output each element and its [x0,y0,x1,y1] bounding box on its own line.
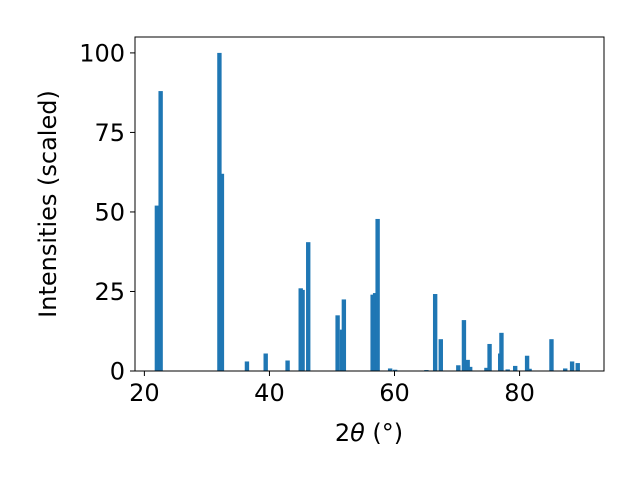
x-tick-label: 80 [504,379,535,407]
bar [219,173,225,371]
bar [392,369,398,371]
bar [499,332,504,371]
bar [456,365,461,371]
bar [467,366,473,371]
bar [306,242,311,371]
x-tick-label: 20 [129,379,160,407]
bar [563,368,568,371]
bar [370,294,375,371]
bar [527,368,532,371]
y-tick-label: 50 [94,198,125,226]
y-axis: 0 25 50 75 100 [79,39,135,386]
bar [300,289,305,371]
plot-frame [134,36,605,372]
y-tick-label: 25 [94,278,125,306]
x-tick-label: 60 [379,379,410,407]
x-axis: 20 40 60 80 [129,371,535,407]
bar [387,368,393,371]
bar [484,367,489,371]
y-tick-label: 0 [110,358,125,386]
bar [569,361,575,371]
bar [549,339,554,371]
x-axis-label: 2θ (°) [335,419,403,447]
bar [244,361,250,371]
bar [487,343,492,371]
bar [465,359,470,371]
bar [432,294,438,371]
bar [575,363,580,371]
bar [438,339,443,371]
bar [154,205,160,371]
bar [335,315,340,371]
bar [524,355,530,371]
bar [158,91,163,371]
bars [154,52,580,372]
bar [341,299,347,371]
bar [263,353,268,371]
bar [217,52,222,372]
x-tick-label: 40 [254,379,285,407]
bar [505,369,510,371]
y-tick-label: 75 [94,119,125,147]
bar [285,360,290,371]
bar [461,320,467,371]
y-tick-label: 100 [79,39,125,67]
bar [513,365,518,371]
bar [372,293,378,371]
y-axis-label: Intensities (scaled) [34,90,62,318]
bar [375,218,380,371]
